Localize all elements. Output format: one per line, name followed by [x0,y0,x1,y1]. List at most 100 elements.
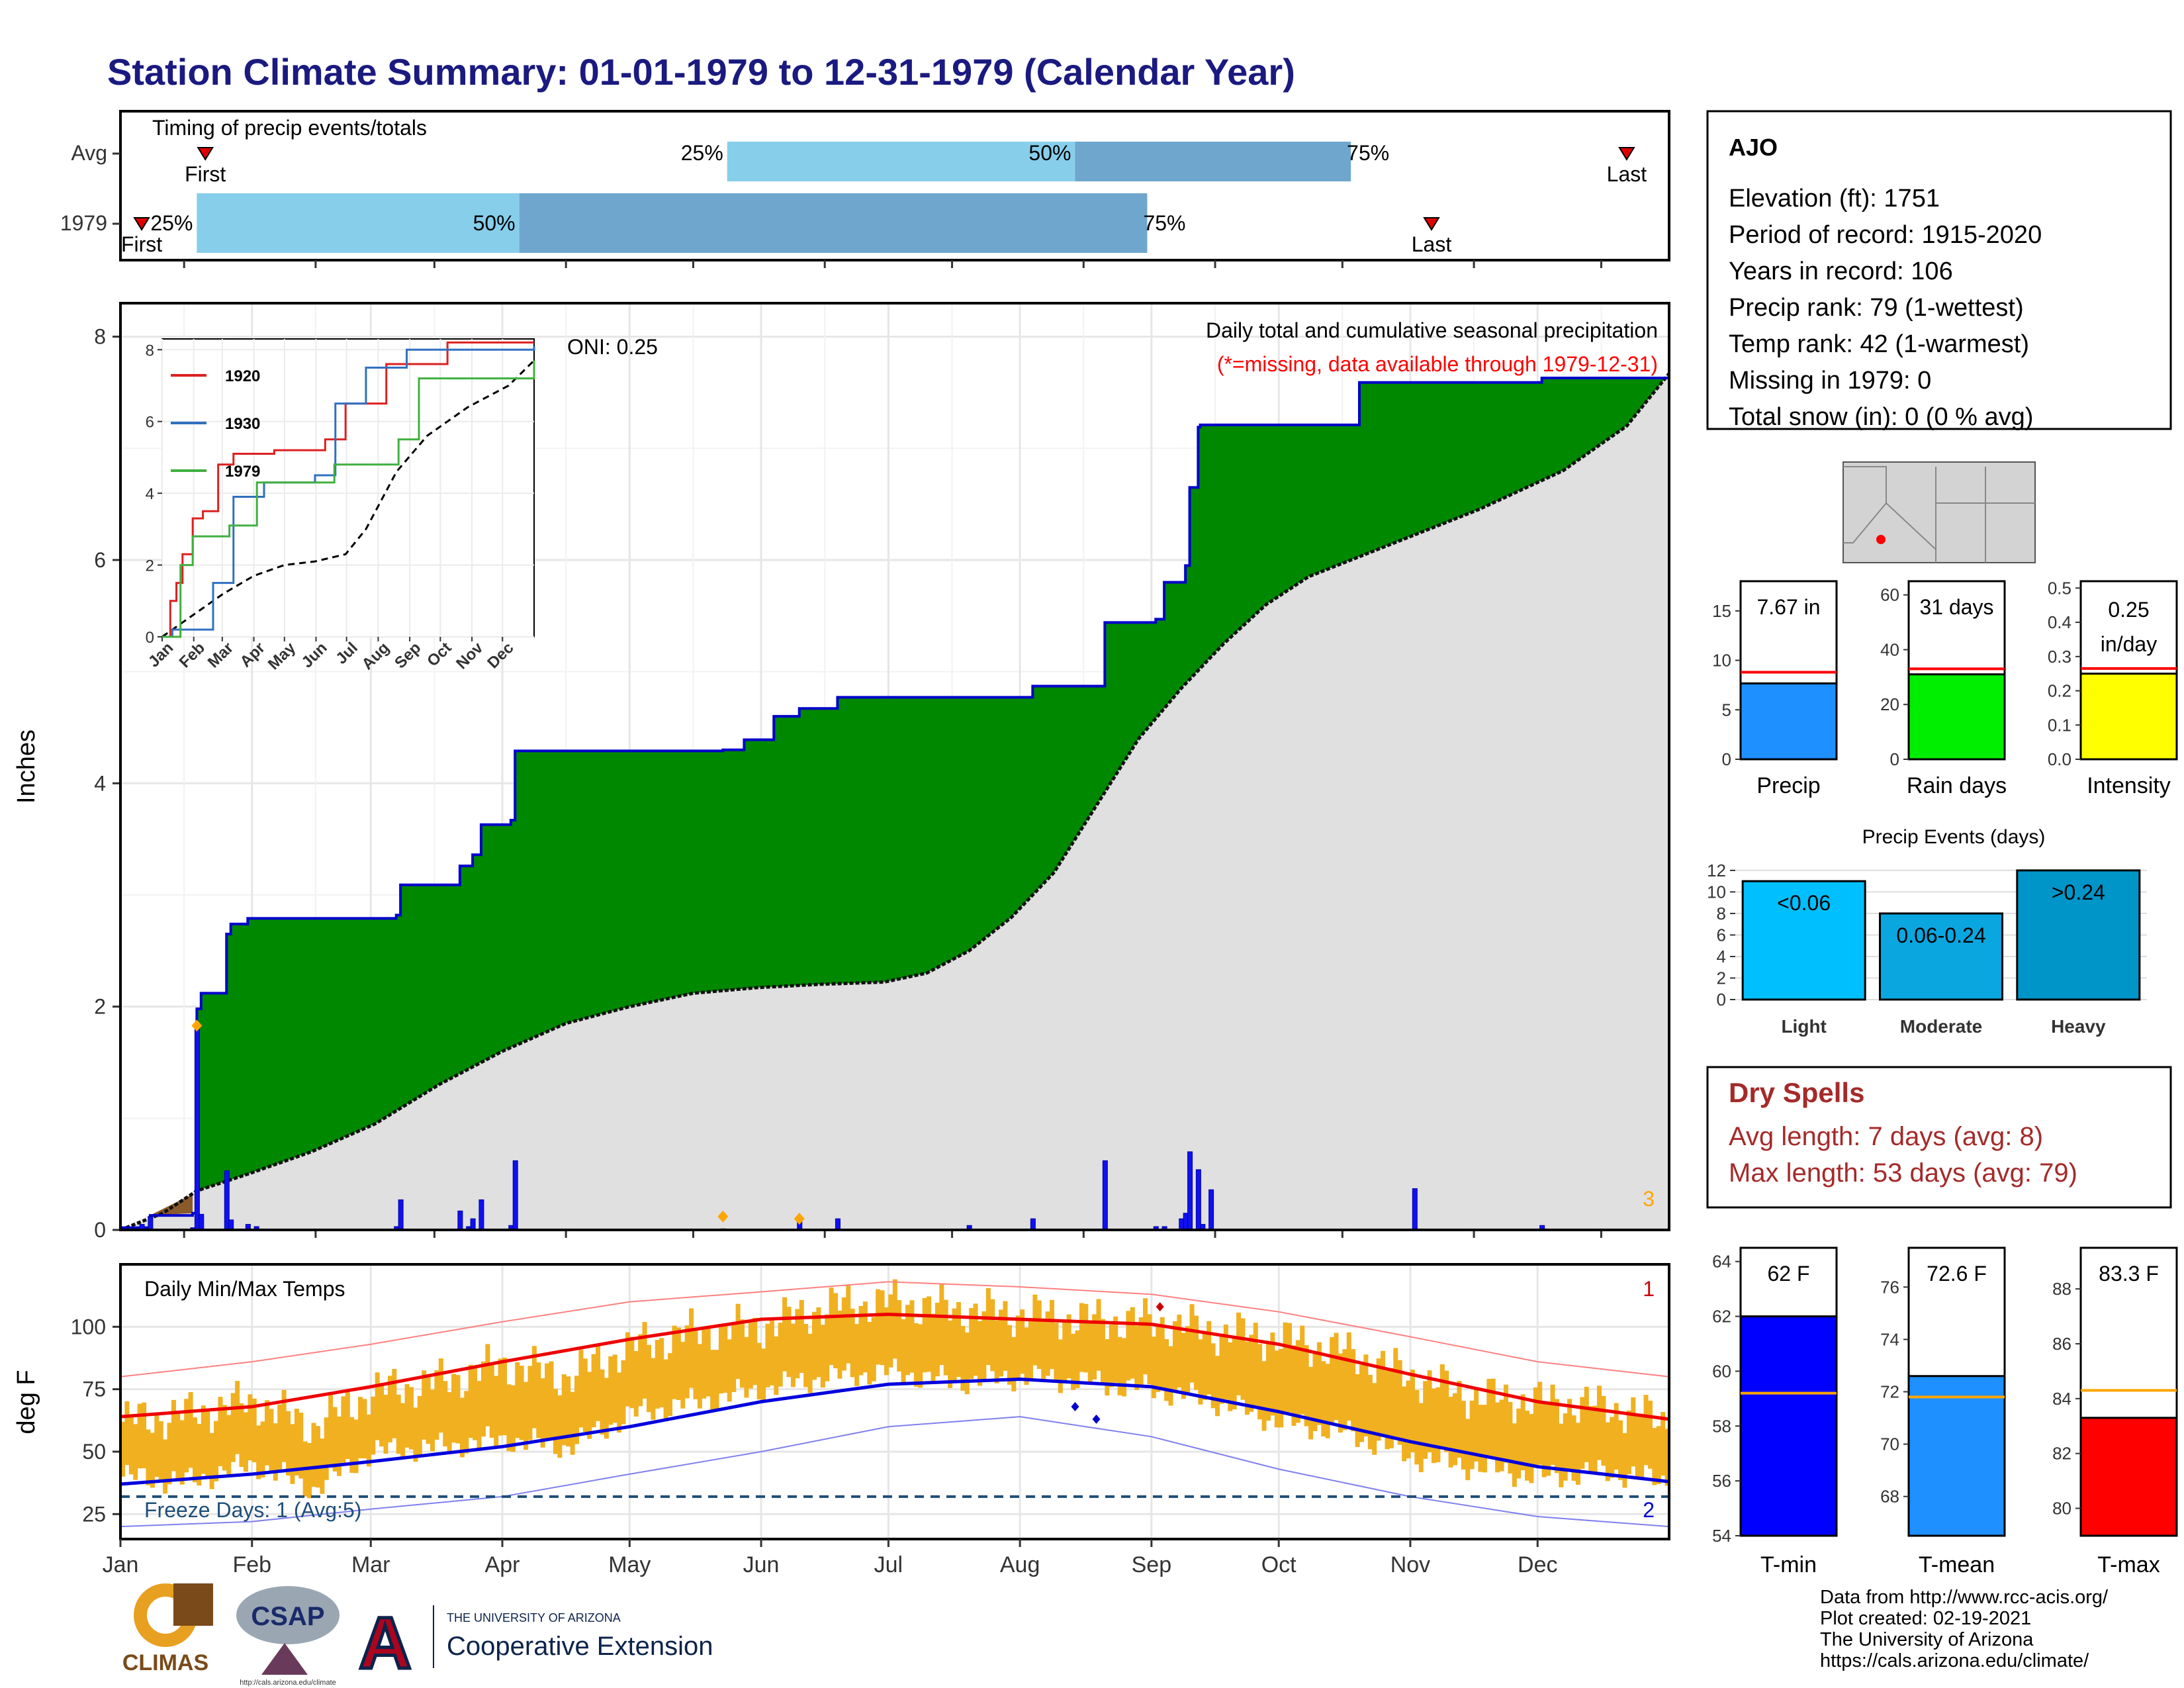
timing-p50-label: 50% [1028,141,1071,165]
daily-temp-bar [341,1396,346,1463]
temp-bar-y-tick-label: 72 [1880,1382,1899,1402]
daily-temp-bar [502,1357,507,1436]
daily-temp-bar [587,1372,592,1439]
daily-temp-bar [1156,1325,1161,1392]
daily-temp-bar [226,1415,232,1476]
daily-temp-bar [969,1308,974,1380]
daily-temp-bar [1661,1411,1666,1476]
daily-temp-bar [1563,1413,1568,1481]
temp-bar-t-max [2079,1417,2178,1537]
footer-line: Data from http://www.rcc-acis.org/ [1820,1587,2109,1608]
month-label: Sep [1132,1552,1172,1577]
daily-temp-bar [774,1336,779,1395]
precip-panel-border [119,302,1670,1231]
daily-temp-bar [651,1358,656,1420]
summary-bar-label: Intensity [2087,773,2171,798]
precip-y-tick-label: 2 [94,995,106,1019]
footer-line: Plot created: 02-19-2021 [1820,1608,2031,1629]
timing-first-label: First [121,232,162,256]
daily-temp-bar [1647,1400,1653,1469]
climas-logo-block [173,1583,213,1626]
daily-temp-bar [286,1411,291,1476]
daily-temp-bar [892,1279,897,1359]
daily-temp-bar [803,1323,809,1387]
daily-temp-bar [1189,1304,1195,1383]
daily-temp-bar [485,1344,490,1427]
summary-bar-y-tick-label: 5 [1722,700,1731,720]
daily-temp-bar [1185,1326,1191,1395]
summary-bar-y-tick-label: 0.3 [2048,647,2071,667]
summary-bar-value: 7.67 in [1756,595,1820,619]
month-label: Dec [1518,1552,1557,1577]
daily-temp-bar [184,1399,189,1473]
daily-temp-bar [638,1334,643,1407]
daily-temp-bar [880,1290,885,1366]
timing-p75-label: 75% [1347,141,1389,165]
map-state-borders [1843,466,2035,563]
timing-last-marker [1618,147,1635,161]
daily-temp-bar [978,1321,983,1386]
events-y-tick-label: 12 [1707,861,1726,880]
daily-temp-bar [1537,1382,1543,1465]
daily-temp-bar [209,1432,214,1489]
station-info-line: Total snow (in): 0 (0 % avg) [1729,403,2033,431]
temp-panel-border [119,1263,1670,1540]
daily-temp-bar [480,1361,486,1437]
daily-temp-bar [205,1411,210,1477]
daily-temp-bar [1223,1325,1228,1400]
daily-temp-bar [761,1348,766,1403]
daily-temp-bar [1482,1405,1487,1473]
daily-temp-bar [888,1294,893,1368]
temp-bar-value: 83.3 F [2099,1262,2159,1286]
daily-temp-bar [1575,1423,1580,1485]
daily-temp-bar [1334,1333,1339,1421]
daily-temp-bar [1631,1397,1636,1467]
daily-temp-bar [1181,1333,1186,1399]
temp-layers [120,1279,1670,1528]
daily-temp-bar [1618,1420,1623,1480]
daily-precip-bar [512,1160,518,1231]
daily-temp-bar [142,1402,147,1469]
daily-temp-bar [371,1396,376,1455]
daily-temp-bar [1453,1393,1458,1466]
timing-first-marker [197,147,214,161]
daily-temp-bar [1351,1349,1356,1432]
daily-temp-bar [1193,1315,1199,1390]
daily-temp-bar [702,1328,707,1399]
daily-temp-bar [137,1403,142,1469]
daily-precip-bar [835,1218,841,1231]
daily-temp-bar [163,1439,168,1494]
temp-bar-y-tick-label: 88 [2052,1279,2071,1299]
precip-y-tick-label: 8 [94,325,106,349]
daily-temp-bar [985,1288,991,1366]
normal-cumulative-area [120,373,1669,1230]
daily-temp-bar [277,1404,283,1470]
daily-temp-bar [943,1299,948,1376]
daily-temp-bar [422,1370,427,1440]
daily-temp-bar [901,1319,906,1383]
temp-y-axis: 25 50 75 100 [71,1315,120,1526]
station-info-line: Precip rank: 79 (1-wettest) [1729,294,2024,322]
daily-temp-bar [1418,1403,1424,1472]
daily-temp-bar [999,1309,1004,1377]
oni-label: ONI: 0.25 [567,335,658,359]
events-bar-moderate [1879,912,2003,1001]
inset-y-tick-label: 2 [146,557,154,575]
climas-logo-text: CLIMAS [122,1650,208,1675]
daily-temp-bar [315,1426,320,1488]
daily-temp-bar [1592,1405,1598,1473]
daily-temp-bar [608,1356,614,1425]
daily-temp-bar [1503,1384,1508,1463]
temp-bar-label: T-min [1760,1552,1817,1577]
daily-temp-bar [1270,1333,1275,1416]
temp-bar-y-tick-label: 56 [1712,1471,1731,1491]
month-label: Mar [351,1552,390,1577]
daily-temp-bar [871,1317,876,1382]
daily-temp-bar [846,1286,851,1364]
daily-temp-bar [727,1339,732,1402]
temp-bar-y-tick-label: 70 [1880,1434,1899,1454]
daily-temp-bar [311,1423,316,1487]
daily-temp-bar [1414,1389,1420,1465]
daily-temp-bar [523,1382,529,1450]
precip-layers [120,372,1670,1232]
